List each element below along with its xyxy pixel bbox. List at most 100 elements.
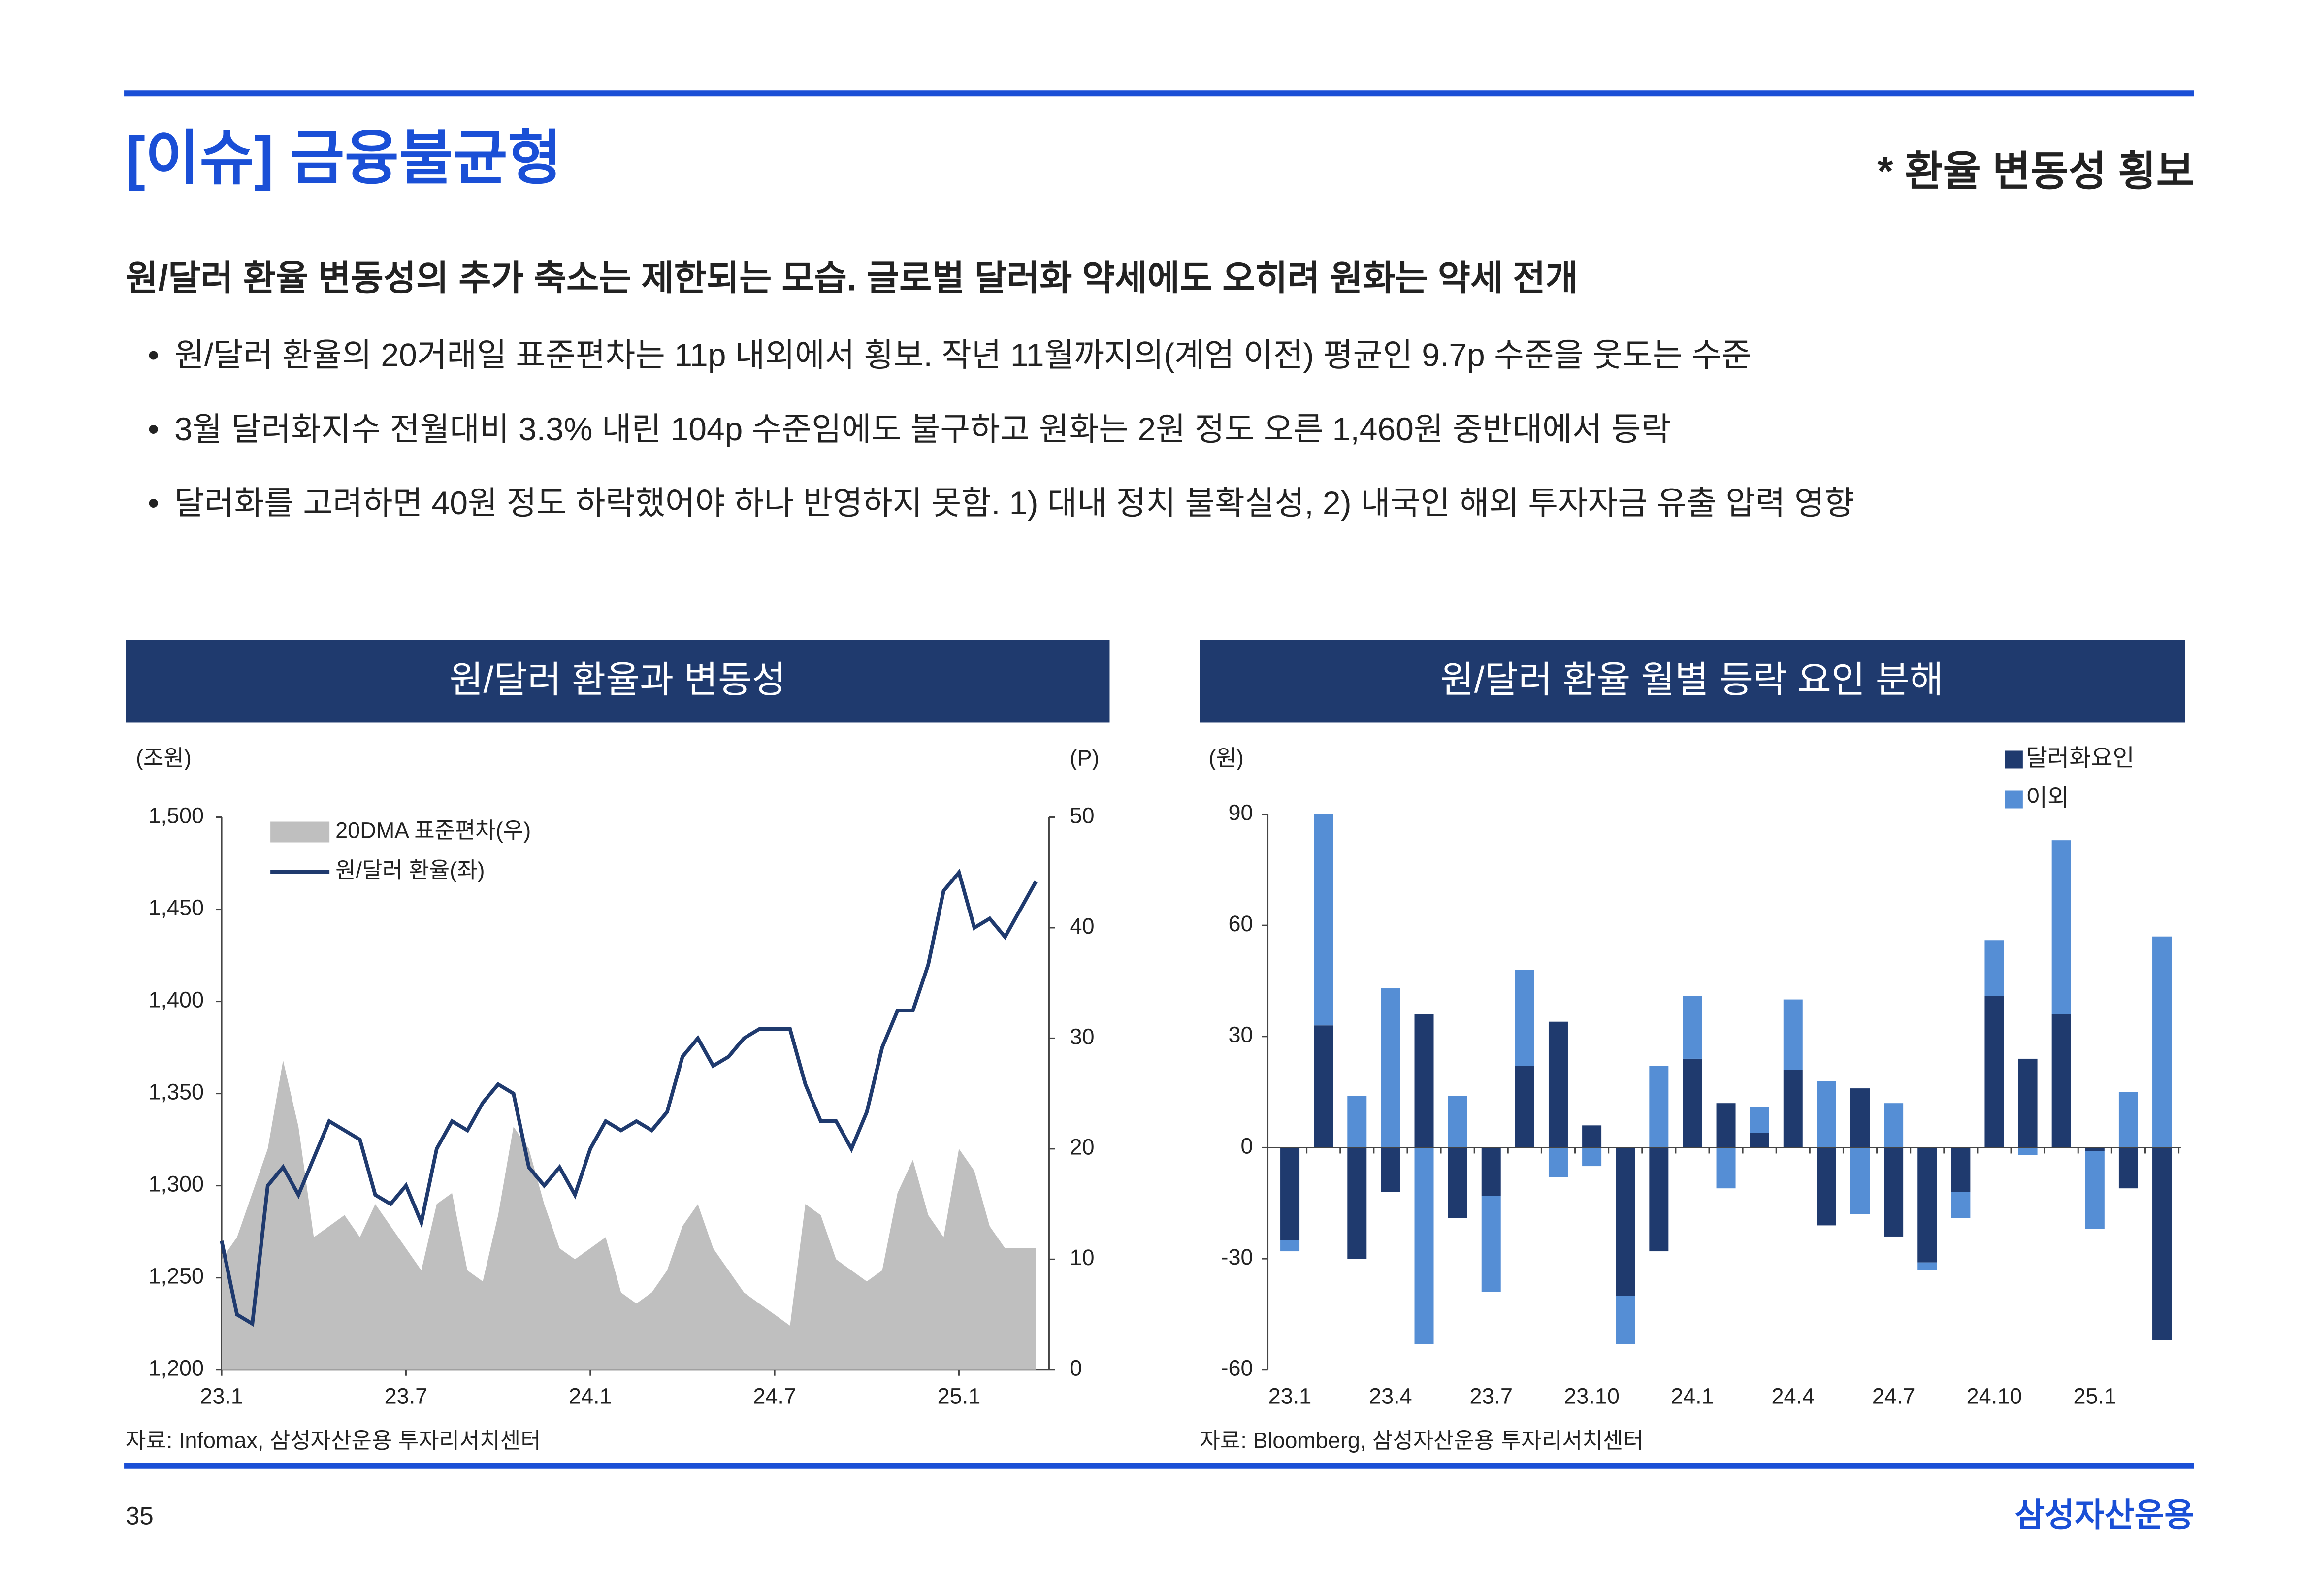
bullet-dot: • [148, 411, 159, 447]
bar [1951, 1147, 1971, 1192]
x-tick-label: 23.4 [1369, 1384, 1412, 1409]
x-tick-label: 25.1 [938, 1384, 981, 1409]
legend-swatch [2005, 750, 2023, 769]
bar [1683, 1058, 1702, 1148]
area [222, 1060, 1036, 1370]
bullet-dot: • [148, 485, 159, 521]
bar [1783, 1070, 1803, 1148]
source: 자료: Infomax, 삼성자산운용 투자리서치센터 [126, 1428, 541, 1453]
bar [2152, 1147, 2172, 1340]
bar [2118, 1092, 2138, 1148]
bar [1548, 1021, 1568, 1148]
line [220, 868, 1038, 1327]
bar [2085, 1147, 2105, 1151]
bar [1616, 1296, 1635, 1344]
bar [2051, 840, 2071, 1014]
bar [2018, 1058, 2038, 1148]
y-tick-label: 1,450 [148, 895, 204, 920]
x-tick-label: 24.7 [1872, 1384, 1915, 1409]
bar [1850, 1147, 1870, 1214]
bar [1280, 1147, 1300, 1240]
y-tick-label: 90 [1228, 800, 1253, 825]
x-tick-label: 25.1 [2074, 1384, 2117, 1409]
bar [1750, 1107, 1769, 1133]
bar [1984, 940, 2004, 996]
bar [1448, 1147, 1467, 1218]
y-tick-label: 1,250 [148, 1264, 204, 1289]
y-tick-label: 1,500 [148, 803, 204, 828]
x-tick-label: 23.1 [200, 1384, 243, 1409]
y-tick-label: -30 [1221, 1244, 1253, 1270]
x-tick-label: 23.10 [1564, 1384, 1620, 1409]
x-tick-label: 24.1 [569, 1384, 612, 1409]
y-tick-label: 1,400 [148, 987, 204, 1012]
y2-tick-label: 50 [1070, 803, 1094, 828]
bar [1616, 1147, 1635, 1296]
y2-tick-label: 40 [1070, 913, 1094, 939]
axis-unit: (P) [1070, 745, 1099, 770]
legend-label: 원/달러 환율(좌) [335, 857, 485, 882]
chart-header [1200, 640, 2185, 723]
bar [1381, 1147, 1400, 1192]
bullet: 달러화를 고려하면 40원 정도 하락했어야 하나 반영하지 못함. 1) 대내… [174, 485, 1854, 521]
bar [1683, 996, 1702, 1059]
bar [1347, 1096, 1367, 1148]
bar [1716, 1103, 1736, 1148]
chart-title: 원/달러 환율 월별 등락 요인 분해 [1440, 659, 1944, 700]
bar [1817, 1147, 1836, 1226]
bar [1515, 1066, 1534, 1148]
bar [1850, 1088, 1870, 1148]
y2-tick-label: 10 [1070, 1245, 1094, 1270]
x-tick-label: 24.7 [753, 1384, 796, 1409]
x-tick-label: 24.10 [1967, 1384, 2022, 1409]
y-tick-label: 30 [1228, 1022, 1253, 1047]
bar [1314, 814, 1333, 1026]
bar [1381, 988, 1400, 1148]
legend-label: 이외 [2026, 785, 2069, 811]
page-number: 35 [126, 1501, 154, 1530]
bar [1414, 1147, 1434, 1344]
page-subtitle: * 환율 변동성 횡보 [1877, 148, 2194, 194]
y-tick-label: 1,200 [148, 1356, 204, 1381]
bar [1481, 1196, 1501, 1292]
bar [1884, 1147, 1904, 1237]
bar [1783, 999, 1803, 1070]
bar [1649, 1147, 1669, 1252]
page-title: [이슈] 금융불균형 [126, 125, 562, 191]
bar [1582, 1125, 1602, 1148]
brand: 삼성자산운용 [2015, 1497, 2194, 1533]
bullet: 3월 달러화지수 전월대비 3.3% 내린 104p 수준임에도 불구하고 원화… [174, 411, 1671, 447]
y2-tick-label: 0 [1070, 1356, 1082, 1381]
bar [2118, 1147, 2138, 1189]
legend-swatch [270, 821, 330, 843]
legend-swatch [2005, 790, 2023, 809]
bar [1314, 1025, 1333, 1148]
headline: 원/달러 환율 변동성의 추가 축소는 제한되는 모습. 글로벌 달러화 약세에… [126, 259, 1578, 298]
legend-label: 달러화요인 [2026, 745, 2135, 771]
y-tick-label: 0 [1241, 1133, 1253, 1158]
bar [2085, 1151, 2105, 1229]
legend-label: 20DMA 표준편차(우) [335, 817, 531, 843]
chart-title: 원/달러 환율과 변동성 [450, 659, 786, 700]
bar [2152, 936, 2172, 1148]
bar [1917, 1147, 1937, 1263]
x-tick-label: 23.7 [1469, 1384, 1513, 1409]
x-tick-label: 23.7 [385, 1384, 428, 1409]
bar [1750, 1133, 1769, 1148]
y-tick-label: 1,350 [148, 1079, 204, 1105]
x-tick-label: 24.1 [1671, 1384, 1714, 1409]
axis-unit: (원) [1209, 745, 1244, 770]
y-tick-label: 1,300 [148, 1172, 204, 1197]
bar [1984, 996, 2004, 1148]
bar [2051, 1014, 2071, 1148]
chart-header [126, 640, 1110, 723]
x-tick-label: 24.4 [1771, 1384, 1815, 1409]
bar [1582, 1147, 1602, 1167]
bullet: 원/달러 환율의 20거래일 표준편차는 11p 내외에서 횡보. 작년 11월… [174, 337, 1751, 373]
bullet-dot: • [148, 337, 159, 373]
y-tick-label: 60 [1228, 911, 1253, 936]
bar [1280, 1240, 1300, 1252]
bar [1347, 1147, 1367, 1259]
y-tick-label: -60 [1221, 1356, 1253, 1381]
